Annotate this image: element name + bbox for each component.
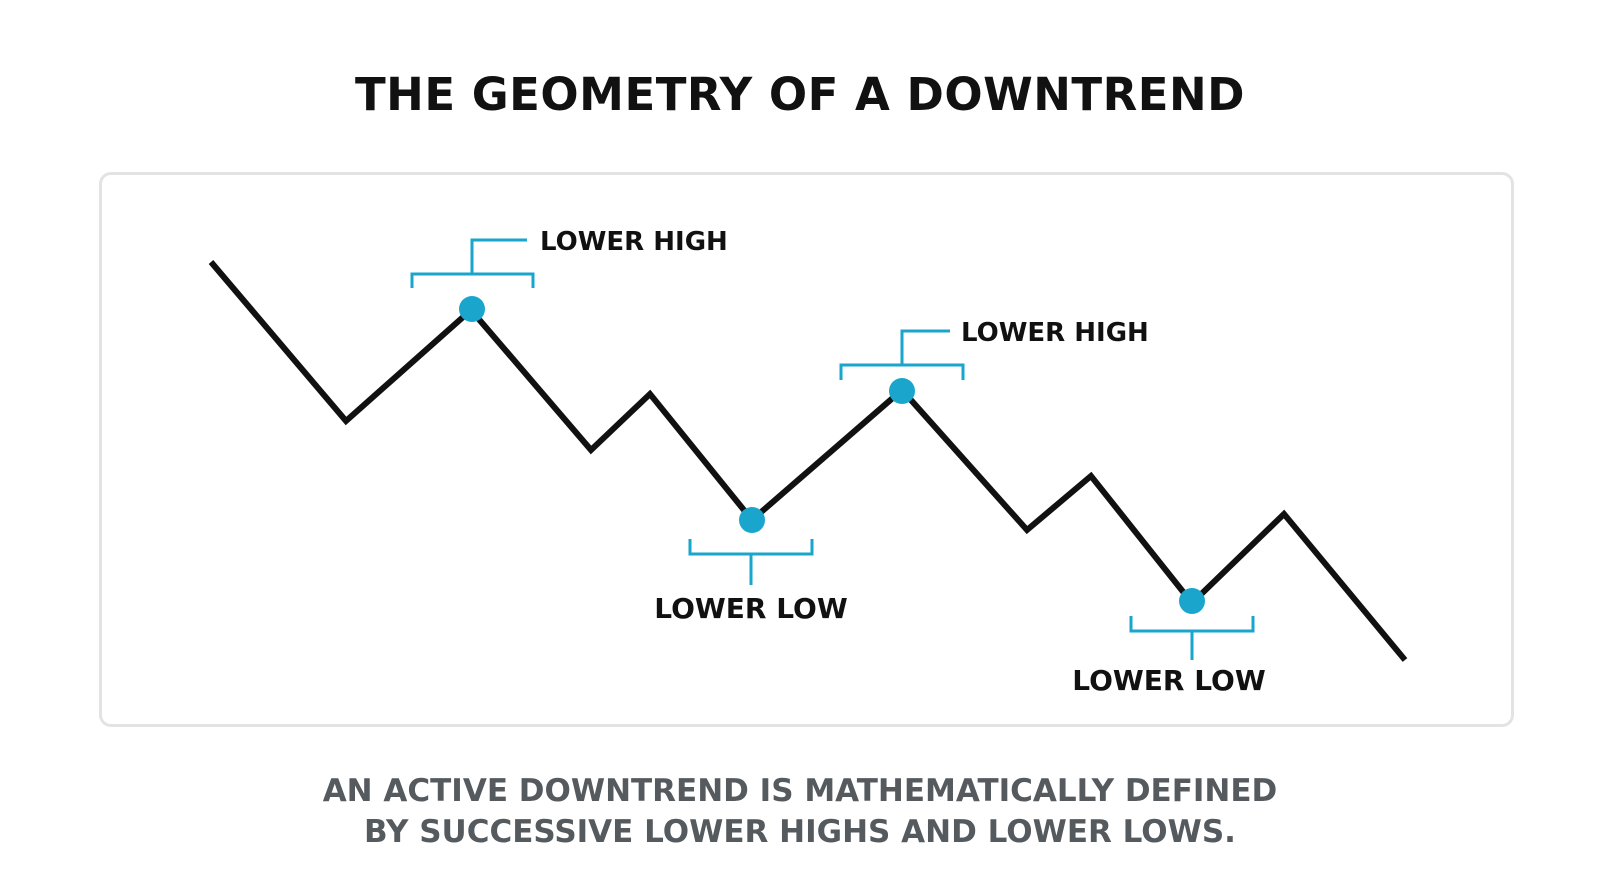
lower-low-marker-1: LOWER LOW [654,507,848,625]
price-line [208,260,1408,662]
page-title: THE GEOMETRY OF A DOWNTREND [354,68,1245,121]
lower-low-marker-2: LOWER LOW [1072,588,1266,697]
caption: AN ACTIVE DOWNTREND IS MATHEMATICALLY DE… [0,771,1600,853]
lower-high-marker-1: LOWER HIGH [410,227,728,322]
lower-low-point-2 [1179,588,1205,614]
lower-low-label-2: LOWER LOW [1072,664,1266,697]
lower-high-label-2: LOWER HIGH [961,318,1149,348]
lower-high-marker-2: LOWER HIGH [839,318,1149,404]
caption-line-2: BY SUCCESSIVE LOWER HIGHS AND LOWER LOWS… [364,814,1236,850]
lower-low-bracket-2 [1129,616,1255,660]
lower-low-point-1 [739,507,765,533]
lower-high-bracket-1 [410,238,535,288]
lower-high-point-1 [459,296,485,322]
lower-high-point-2 [889,378,915,404]
lower-high-label-1: LOWER HIGH [540,227,728,257]
diagram-panel [99,172,1514,727]
caption-line-1: AN ACTIVE DOWNTREND IS MATHEMATICALLY DE… [322,773,1278,809]
lower-low-bracket-1 [688,539,814,585]
lower-low-label-1: LOWER LOW [654,592,848,625]
lower-high-bracket-2 [839,329,965,380]
